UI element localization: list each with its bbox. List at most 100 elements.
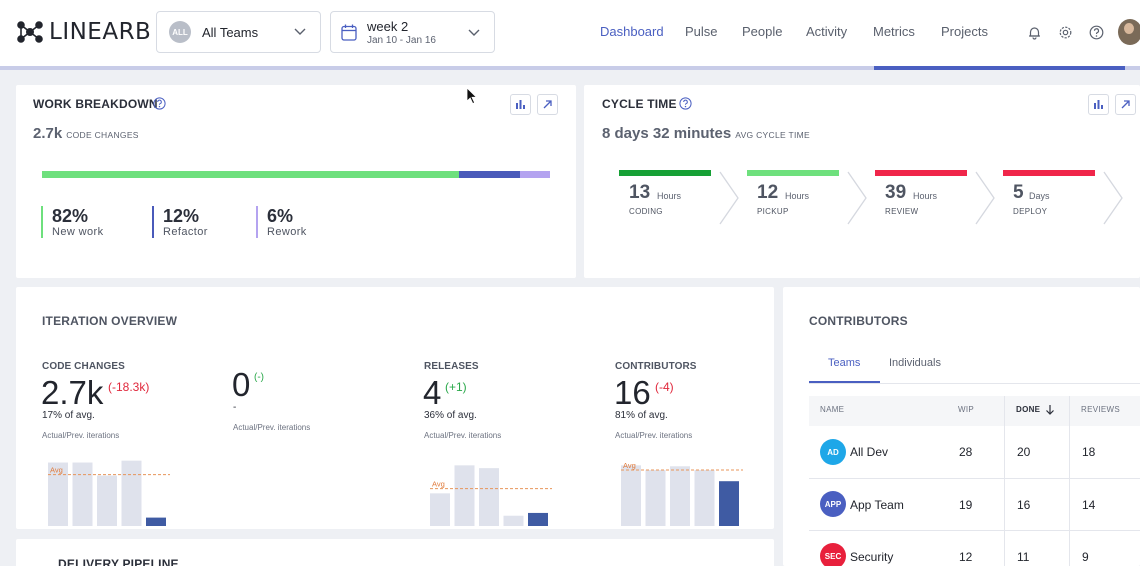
iteration-bar[interactable] [645,470,666,526]
column-done[interactable]: DONE [1016,405,1041,414]
all-teams-badge: ALL [169,21,191,43]
gear-icon[interactable] [1058,25,1073,40]
team-select[interactable]: ALL All Teams [156,11,321,53]
contributors-mini-chart[interactable]: Avg [615,456,745,526]
arrow-up-right-icon [1121,100,1130,109]
avg-tag: Avg [50,466,63,475]
stage-coding-band [619,170,711,176]
team-name-app-team[interactable]: App Team [850,498,904,512]
iteration-bar[interactable] [694,470,715,526]
iteration-bar[interactable] [97,475,117,526]
stage-deploy[interactable]: 5 Days DEPLOY [1003,170,1097,226]
iteration-bar[interactable] [528,512,548,526]
stage-pickup[interactable]: 12 Hours PICKUP [747,170,843,226]
iteration-bar[interactable] [503,515,524,526]
linearb-logo[interactable]: LINEARB [16,18,151,46]
work-breakdown-title: WORK BREAKDOWN [33,97,158,111]
code-changes-label: CODE CHANGES [66,130,139,140]
releases-mini-chart[interactable]: Avg [424,456,554,526]
expand-button[interactable] [537,94,558,115]
sort-arrow-down-icon[interactable] [1045,404,1055,415]
stage-review-unit: Hours [913,191,938,201]
chart-view-button[interactable] [510,94,531,115]
chevron-right-icon [975,171,995,225]
iteration-bar[interactable] [479,468,499,526]
wip-app-team: 19 [959,498,973,512]
iteration-bar[interactable] [454,465,475,526]
nav-pulse[interactable]: Pulse [685,24,718,39]
refactor-label: Refactor [163,226,208,238]
work-breakdown-stacked-bar [42,171,550,178]
table-header [809,396,1140,426]
expand-button[interactable] [1115,94,1136,115]
week-select[interactable]: week 2 Jan 10 - Jan 16 [330,11,495,53]
loading-progress-fill [874,66,1125,70]
team-badge-app-team: APP [820,491,846,517]
refactor-stat: 12% Refactor [152,206,208,238]
reviews-all-dev: 18 [1082,445,1096,459]
done-all-dev: 20 [1017,445,1031,459]
iteration-bar[interactable] [48,462,68,526]
active-tab-indicator [809,381,880,383]
kpi-releases-caption: Actual/Prev. iterations [424,431,502,440]
column-wip[interactable]: WIP [958,405,975,414]
kpi-zero-avg: - [233,402,237,413]
help-icon[interactable] [153,97,166,110]
segment-new-work[interactable] [42,171,459,178]
kpi-releases-delta: (+1) [445,380,467,394]
iteration-bar[interactable] [719,481,739,526]
done-column-divider [1004,396,1005,566]
rework-pct: 6% [267,206,294,226]
chevron-right-icon [719,171,739,225]
contributors-title: CONTRIBUTORS [809,314,908,328]
code-changes-mini-chart[interactable]: Avg [42,456,172,526]
chevron-down-icon [468,29,480,36]
reviews-app-team: 14 [1082,498,1096,512]
bar-chart-icon [516,100,525,109]
team-name-all-dev[interactable]: All Dev [850,445,889,459]
nav-people[interactable]: People [742,24,783,39]
team-name-security[interactable]: Security [850,550,894,564]
segment-rework[interactable] [519,171,550,178]
iteration-bar[interactable] [670,466,690,526]
stage-coding-unit: Hours [657,191,682,201]
iteration-bar[interactable] [121,460,142,526]
tabs-divider [809,383,1140,384]
stage-deploy-value: 5 [1013,182,1024,203]
loading-progress-track [0,66,1140,70]
user-avatar[interactable] [1118,19,1140,45]
column-reviews[interactable]: REVIEWS [1081,405,1120,414]
chart-view-button[interactable] [1088,94,1109,115]
iteration-bar[interactable] [146,517,166,526]
row-divider [809,478,1140,479]
rework-stat: 6% Rework [256,206,307,238]
reviews-security: 9 [1082,550,1089,564]
tab-individuals[interactable]: Individuals [889,357,941,369]
work-breakdown-card [16,85,576,278]
wip-all-dev: 28 [959,445,973,459]
new-work-stat: 82% New work [41,206,104,238]
nav-dashboard[interactable]: Dashboard [600,24,664,39]
nav-metrics[interactable]: Metrics [873,24,915,39]
nav-activity[interactable]: Activity [806,24,848,39]
iteration-bar[interactable] [72,462,93,526]
iteration-bar[interactable] [430,493,450,526]
iteration-bar[interactable] [621,465,641,526]
kpi-contributors-value: 16 [614,374,651,411]
tab-teams[interactable]: Teams [828,357,861,369]
column-name[interactable]: NAME [820,405,845,414]
nav-projects[interactable]: Projects [941,24,988,39]
segment-refactor[interactable] [458,171,520,178]
stage-pickup-label: PICKUP [757,207,789,216]
stage-coding-label: CODING [629,207,663,216]
bell-icon[interactable] [1027,25,1042,40]
stage-review[interactable]: 39 Hours REVIEW [875,170,971,226]
help-icon[interactable] [1089,25,1104,40]
stage-review-band [875,170,967,176]
done-app-team: 16 [1017,498,1031,512]
help-icon[interactable] [679,97,692,110]
stage-coding[interactable]: 13 Hours CODING [619,170,715,226]
stage-pickup-value: 12 [757,182,779,203]
row-divider [809,530,1140,531]
stage-review-value: 39 [885,182,907,203]
